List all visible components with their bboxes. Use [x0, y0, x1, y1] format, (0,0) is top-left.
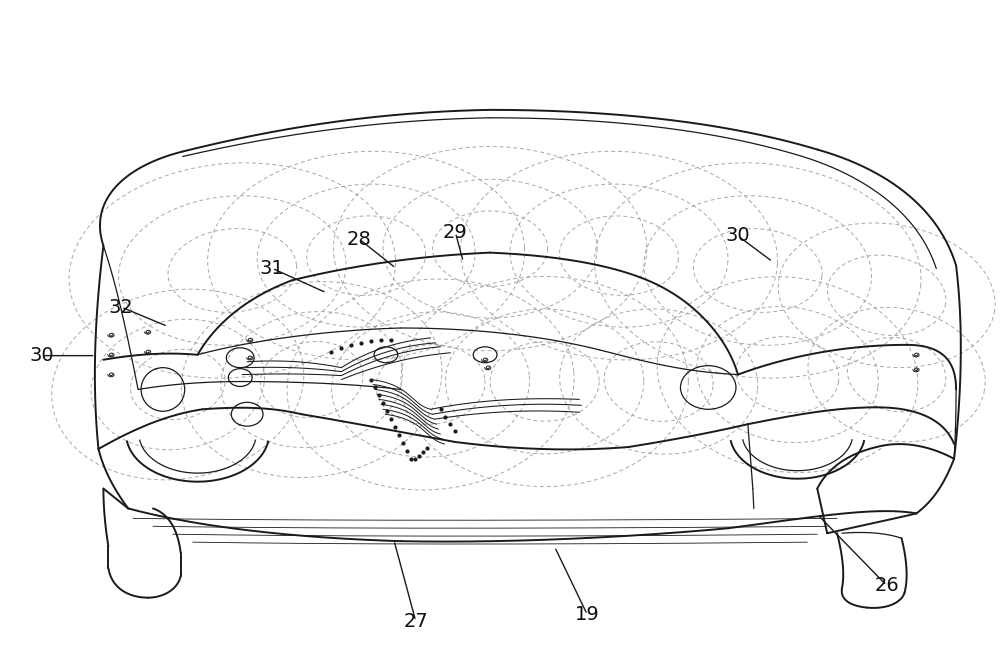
Text: 29: 29: [443, 223, 468, 242]
Text: 28: 28: [347, 230, 372, 249]
Text: 30: 30: [726, 227, 750, 246]
Text: 31: 31: [260, 259, 284, 278]
Text: 19: 19: [575, 605, 600, 624]
Text: 30: 30: [30, 346, 54, 365]
Text: 26: 26: [874, 576, 899, 595]
Text: 27: 27: [403, 612, 428, 631]
Text: 32: 32: [109, 298, 134, 317]
